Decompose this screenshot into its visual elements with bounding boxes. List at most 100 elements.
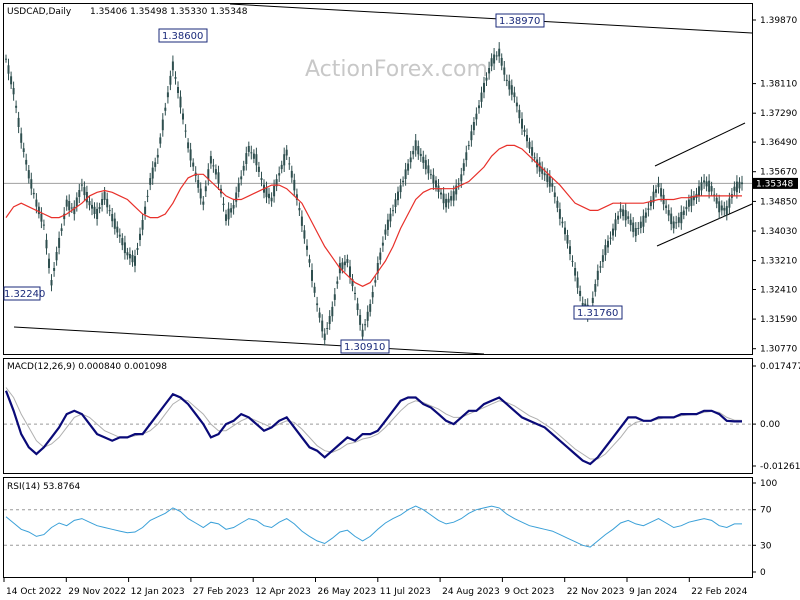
candle [331,301,334,322]
label-1-38600-text: 1.38600 [162,31,203,42]
candle [25,153,28,171]
candle [318,307,321,323]
rsi-tick-label: 100 [760,479,777,489]
candle [217,165,220,190]
candle [500,53,503,71]
price-tick-label: 1.37290 [760,109,797,119]
candle [55,246,58,266]
candle [58,231,61,255]
date-tick-label: 24 Aug 2023 [442,587,500,597]
candle [657,176,660,194]
candle [232,198,235,215]
candle [705,176,708,192]
candle [700,176,703,196]
candle [20,127,23,149]
candle [209,150,212,169]
candle [655,184,657,198]
candle [321,314,324,338]
candle [351,274,354,292]
candle [432,168,435,190]
candle [187,138,190,153]
candle [490,53,493,72]
candle [725,200,728,221]
candle [665,199,668,214]
candle [60,223,63,236]
candle [639,216,642,234]
rsi-title: RSI(14) 53.8764 [7,482,80,492]
macd-tick-label: 0.00 [760,420,780,430]
candle [91,198,93,216]
date-tick-label: 27 Feb 2023 [193,587,249,597]
candle [478,100,480,114]
candle [245,146,248,171]
candle [80,178,83,192]
label-1-38970: 1.38970 [495,13,545,28]
rsi-panel-frame [3,477,753,578]
ohlc-label: 1.35406 1.35498 1.35330 1.35348 [90,7,248,17]
candle [202,196,205,211]
candle [457,178,460,190]
candle [741,175,743,191]
macd-line [4,390,742,466]
candle [629,213,632,232]
candle [733,181,736,196]
rising-channel-upper [654,122,746,167]
rsi-line [5,505,742,548]
candle [30,172,33,196]
candle [472,117,475,136]
candle [225,209,227,226]
candle [182,108,184,125]
candle [601,249,604,268]
candle [53,262,56,277]
candle [166,86,169,104]
price-tick-label: 1.39870 [760,16,797,26]
current-price-tag: 1.35348 [752,177,798,189]
candle [10,71,13,89]
price-axis: 1.39870 1.38110 1.37290 1.36490 1.35670 1.348… [752,16,797,355]
watermark: ActionForex.com [305,57,488,82]
candle [548,170,551,193]
candle [619,202,622,219]
candle [230,203,233,218]
candle [37,202,40,219]
candle [313,282,316,298]
candle [88,195,91,211]
candle [177,81,179,99]
label-1-32240-text: 1.32240 [4,289,45,300]
candle [381,236,384,252]
candle [609,231,612,245]
candle [738,177,741,193]
candle [417,140,420,160]
date-axis: 14 Oct 2022 29 Nov 2022 12 Jan 2023 27 Feb … [3,578,748,597]
date-tick-label: 22 Feb 2024 [691,587,747,597]
candle [505,74,508,87]
candle [503,61,506,82]
candle [703,174,706,189]
candle [541,161,544,180]
candle [467,140,470,150]
candle [144,201,147,220]
candle [123,235,126,260]
candle [369,299,372,317]
candle [394,193,397,214]
candle [5,54,7,63]
candle [644,207,647,223]
candle [419,148,422,162]
candle [627,211,630,224]
candle [78,183,81,204]
candle [571,255,574,267]
candle [70,203,73,213]
rsi-axis: 100 70 30 0 [752,479,777,578]
candle [561,217,564,228]
candle [323,328,326,346]
candle [278,166,281,182]
candle [475,107,478,126]
candle [343,255,346,272]
macd-axis: 0.017477 0.00 -0.01261 [752,362,800,472]
candle [63,207,66,226]
candle [379,247,382,265]
candle [12,81,15,101]
rsi-tick-label: 30 [760,541,772,551]
candle [300,210,303,232]
